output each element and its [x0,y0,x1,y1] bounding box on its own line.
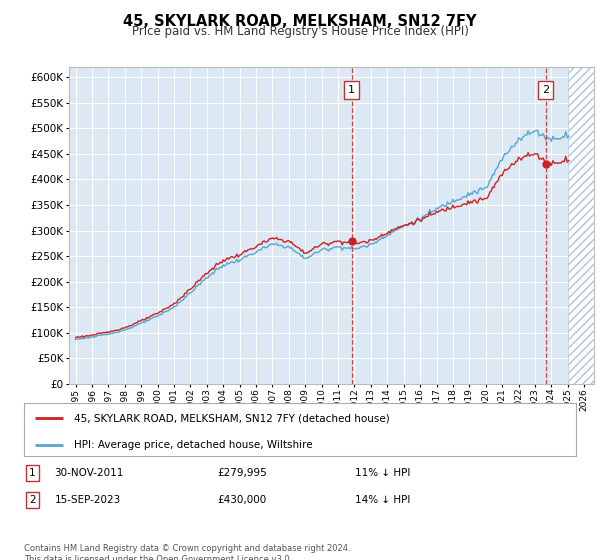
Text: 1: 1 [29,468,35,478]
Text: Price paid vs. HM Land Registry's House Price Index (HPI): Price paid vs. HM Land Registry's House … [131,25,469,38]
Text: 14% ↓ HPI: 14% ↓ HPI [355,495,410,505]
Text: HPI: Average price, detached house, Wiltshire: HPI: Average price, detached house, Wilt… [74,440,313,450]
Text: Contains HM Land Registry data © Crown copyright and database right 2024.
This d: Contains HM Land Registry data © Crown c… [24,544,350,560]
Text: 45, SKYLARK ROAD, MELKSHAM, SN12 7FY (detached house): 45, SKYLARK ROAD, MELKSHAM, SN12 7FY (de… [74,413,389,423]
Text: 15-SEP-2023: 15-SEP-2023 [55,495,121,505]
Text: 45, SKYLARK ROAD, MELKSHAM, SN12 7FY: 45, SKYLARK ROAD, MELKSHAM, SN12 7FY [123,14,477,29]
Text: 2: 2 [542,85,550,95]
Text: £430,000: £430,000 [217,495,266,505]
Text: 11% ↓ HPI: 11% ↓ HPI [355,468,410,478]
Text: 30-NOV-2011: 30-NOV-2011 [55,468,124,478]
Text: £279,995: £279,995 [217,468,267,478]
Text: 2: 2 [29,495,35,505]
Bar [568,67,594,384]
Text: 1: 1 [348,85,355,95]
